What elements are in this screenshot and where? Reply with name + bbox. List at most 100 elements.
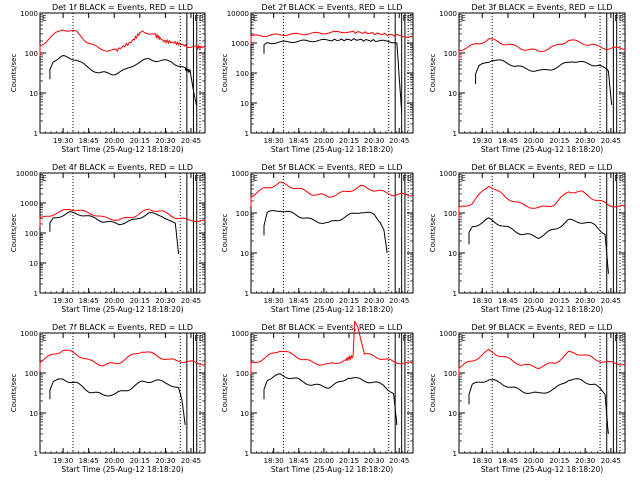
y-axis-label: Counts/sec: [10, 214, 18, 253]
x-tick-label: 20:30: [364, 137, 384, 145]
panel-det-1: Det 1f BLACK = Events, RED = LLD 1 10 100 10…: [10, 3, 206, 154]
panel-title: Det 5f BLACK = Events, RED = LLD: [261, 163, 402, 172]
x-tick-label: 19:30: [472, 137, 492, 145]
marker-f: F: [403, 334, 407, 343]
y-axis-label: Counts/sec: [10, 54, 18, 93]
x-tick-label: 20:45: [601, 457, 621, 465]
x-tick-label: 18:30: [264, 137, 284, 145]
panel-title: Det 3f BLACK = Events, RED = LLD: [471, 3, 612, 12]
series-lld-red: [39, 208, 206, 227]
panel-title: Det 6f BLACK = Events, RED = LLD: [471, 163, 612, 172]
x-axis-label: Start Time (25-Aug-12 18:18:20): [481, 305, 603, 314]
x-axis-label: Start Time (25-Aug-12 18:18:20): [271, 145, 393, 154]
panel-det-4: Det 4f BLACK = Events, RED = LLD 1 10 100 10…: [10, 163, 206, 314]
marker-e-left: E: [461, 14, 466, 23]
y-tick-label: 1: [453, 130, 457, 138]
x-axis-label: Start Time (25-Aug-12 18:18:20): [271, 465, 393, 474]
panel-det-5: Det 5f BLACK = Events, RED = LLD 1 10 100 10…: [221, 163, 414, 314]
series-events-black: [49, 54, 197, 106]
marker-e-left: E: [42, 334, 47, 343]
x-tick-label: 20:00: [314, 137, 334, 145]
series-events-black: [263, 373, 398, 426]
panel-title: Det 2f BLACK = Events, RED = LLD: [261, 3, 402, 12]
marker-e: E: [407, 174, 412, 183]
x-tick-label: 20:45: [389, 457, 409, 465]
x-tick-label: 20:00: [104, 137, 124, 145]
x-tick-label: 20:30: [155, 297, 175, 305]
x-tick-label: 20:00: [104, 297, 124, 305]
x-tick-label: 20:45: [601, 297, 621, 305]
x-tick-label: 20:00: [314, 297, 334, 305]
x-tick-label: 20:00: [524, 297, 544, 305]
series-lld-red: [458, 348, 626, 378]
series-lld-red: [458, 185, 626, 219]
y-axis-label: Counts/sec: [429, 54, 437, 93]
y-axis-label: Counts/sec: [221, 214, 229, 253]
x-tick-label: 18:45: [289, 457, 309, 465]
x-axis-label: Start Time (25-Aug-12 18:18:20): [61, 145, 183, 154]
marker-f: F: [194, 14, 198, 23]
y-tick-label: 10000: [227, 10, 249, 18]
y-axis-label: Counts/sec: [10, 374, 18, 413]
y-tick-label: 1: [453, 450, 457, 458]
marker-e-left: E: [42, 14, 47, 23]
y-axis-label: Counts/sec: [429, 374, 437, 413]
x-tick-label: 20:45: [389, 137, 409, 145]
x-axis-label: Start Time (25-Aug-12 18:18:20): [481, 465, 603, 474]
x-tick-label: 20:15: [130, 137, 150, 145]
y-tick-label: 10: [448, 250, 457, 258]
y-tick-label: 100: [236, 70, 249, 78]
panel-det-3: Det 3f BLACK = Events, RED = LLD 1 10 100 10…: [429, 3, 626, 154]
panel-title: Det 4f BLACK = Events, RED = LLD: [52, 163, 193, 172]
panel-det-2: Det 2f BLACK = Events, RED = LLD 1 10 100 10…: [221, 3, 414, 154]
marker-e: E: [199, 334, 204, 343]
marker-e-left: E: [253, 334, 258, 343]
x-tick-label: 20:30: [575, 137, 595, 145]
panel-title: Det 7f BLACK = Events, RED = LLD: [52, 323, 193, 332]
series-events-black: [263, 37, 403, 113]
y-tick-label: 1000: [20, 10, 38, 18]
y-tick-label: 100: [25, 50, 38, 58]
x-tick-label: 20:45: [389, 297, 409, 305]
x-tick-label: 18:30: [264, 457, 284, 465]
x-tick-label: 20:15: [339, 297, 359, 305]
marker-e: E: [199, 174, 204, 183]
marker-e: E: [619, 14, 624, 23]
x-axis-label: Start Time (25-Aug-12 18:18:20): [271, 305, 393, 314]
series-lld-red: [250, 30, 414, 44]
y-tick-label: 1000: [439, 10, 457, 18]
y-tick-label: 1000: [231, 330, 249, 338]
x-tick-label: 18:45: [79, 457, 99, 465]
y-tick-label: 10: [29, 260, 38, 268]
x-tick-label: 18:45: [498, 297, 518, 305]
x-tick-label: 20:30: [364, 457, 384, 465]
x-tick-label: 20:45: [181, 137, 201, 145]
x-tick-label: 19:30: [53, 137, 73, 145]
y-tick-label: 100: [444, 210, 457, 218]
y-tick-label: 10: [448, 90, 457, 98]
marker-e-left: E: [461, 334, 466, 343]
series-lld-red: [250, 320, 414, 375]
x-tick-label: 20:15: [130, 457, 150, 465]
series-lld-red: [458, 38, 626, 61]
y-tick-label: 10000: [16, 170, 38, 178]
panel-title: Det 1f BLACK = Events, RED = LLD: [52, 3, 193, 12]
marker-f: F: [194, 334, 198, 343]
y-tick-label: 1: [34, 290, 38, 298]
x-tick-label: 20:00: [104, 457, 124, 465]
series-events-black: [49, 211, 180, 255]
panel-title: Det 9f BLACK = Events, RED = LLD: [471, 323, 612, 332]
marker-f: F: [403, 14, 407, 23]
x-tick-label: 18:45: [289, 137, 309, 145]
y-axis-label: Counts/sec: [221, 374, 229, 413]
x-tick-label: 20:45: [181, 457, 201, 465]
marker-e-left: E: [42, 174, 47, 183]
y-tick-label: 10: [240, 410, 249, 418]
series-events-black: [468, 378, 609, 434]
x-tick-label: 18:45: [79, 137, 99, 145]
y-tick-label: 100: [444, 50, 457, 58]
y-tick-label: 1000: [231, 170, 249, 178]
marker-e: E: [407, 334, 412, 343]
y-tick-label: 100: [444, 370, 457, 378]
marker-e: E: [619, 334, 624, 343]
